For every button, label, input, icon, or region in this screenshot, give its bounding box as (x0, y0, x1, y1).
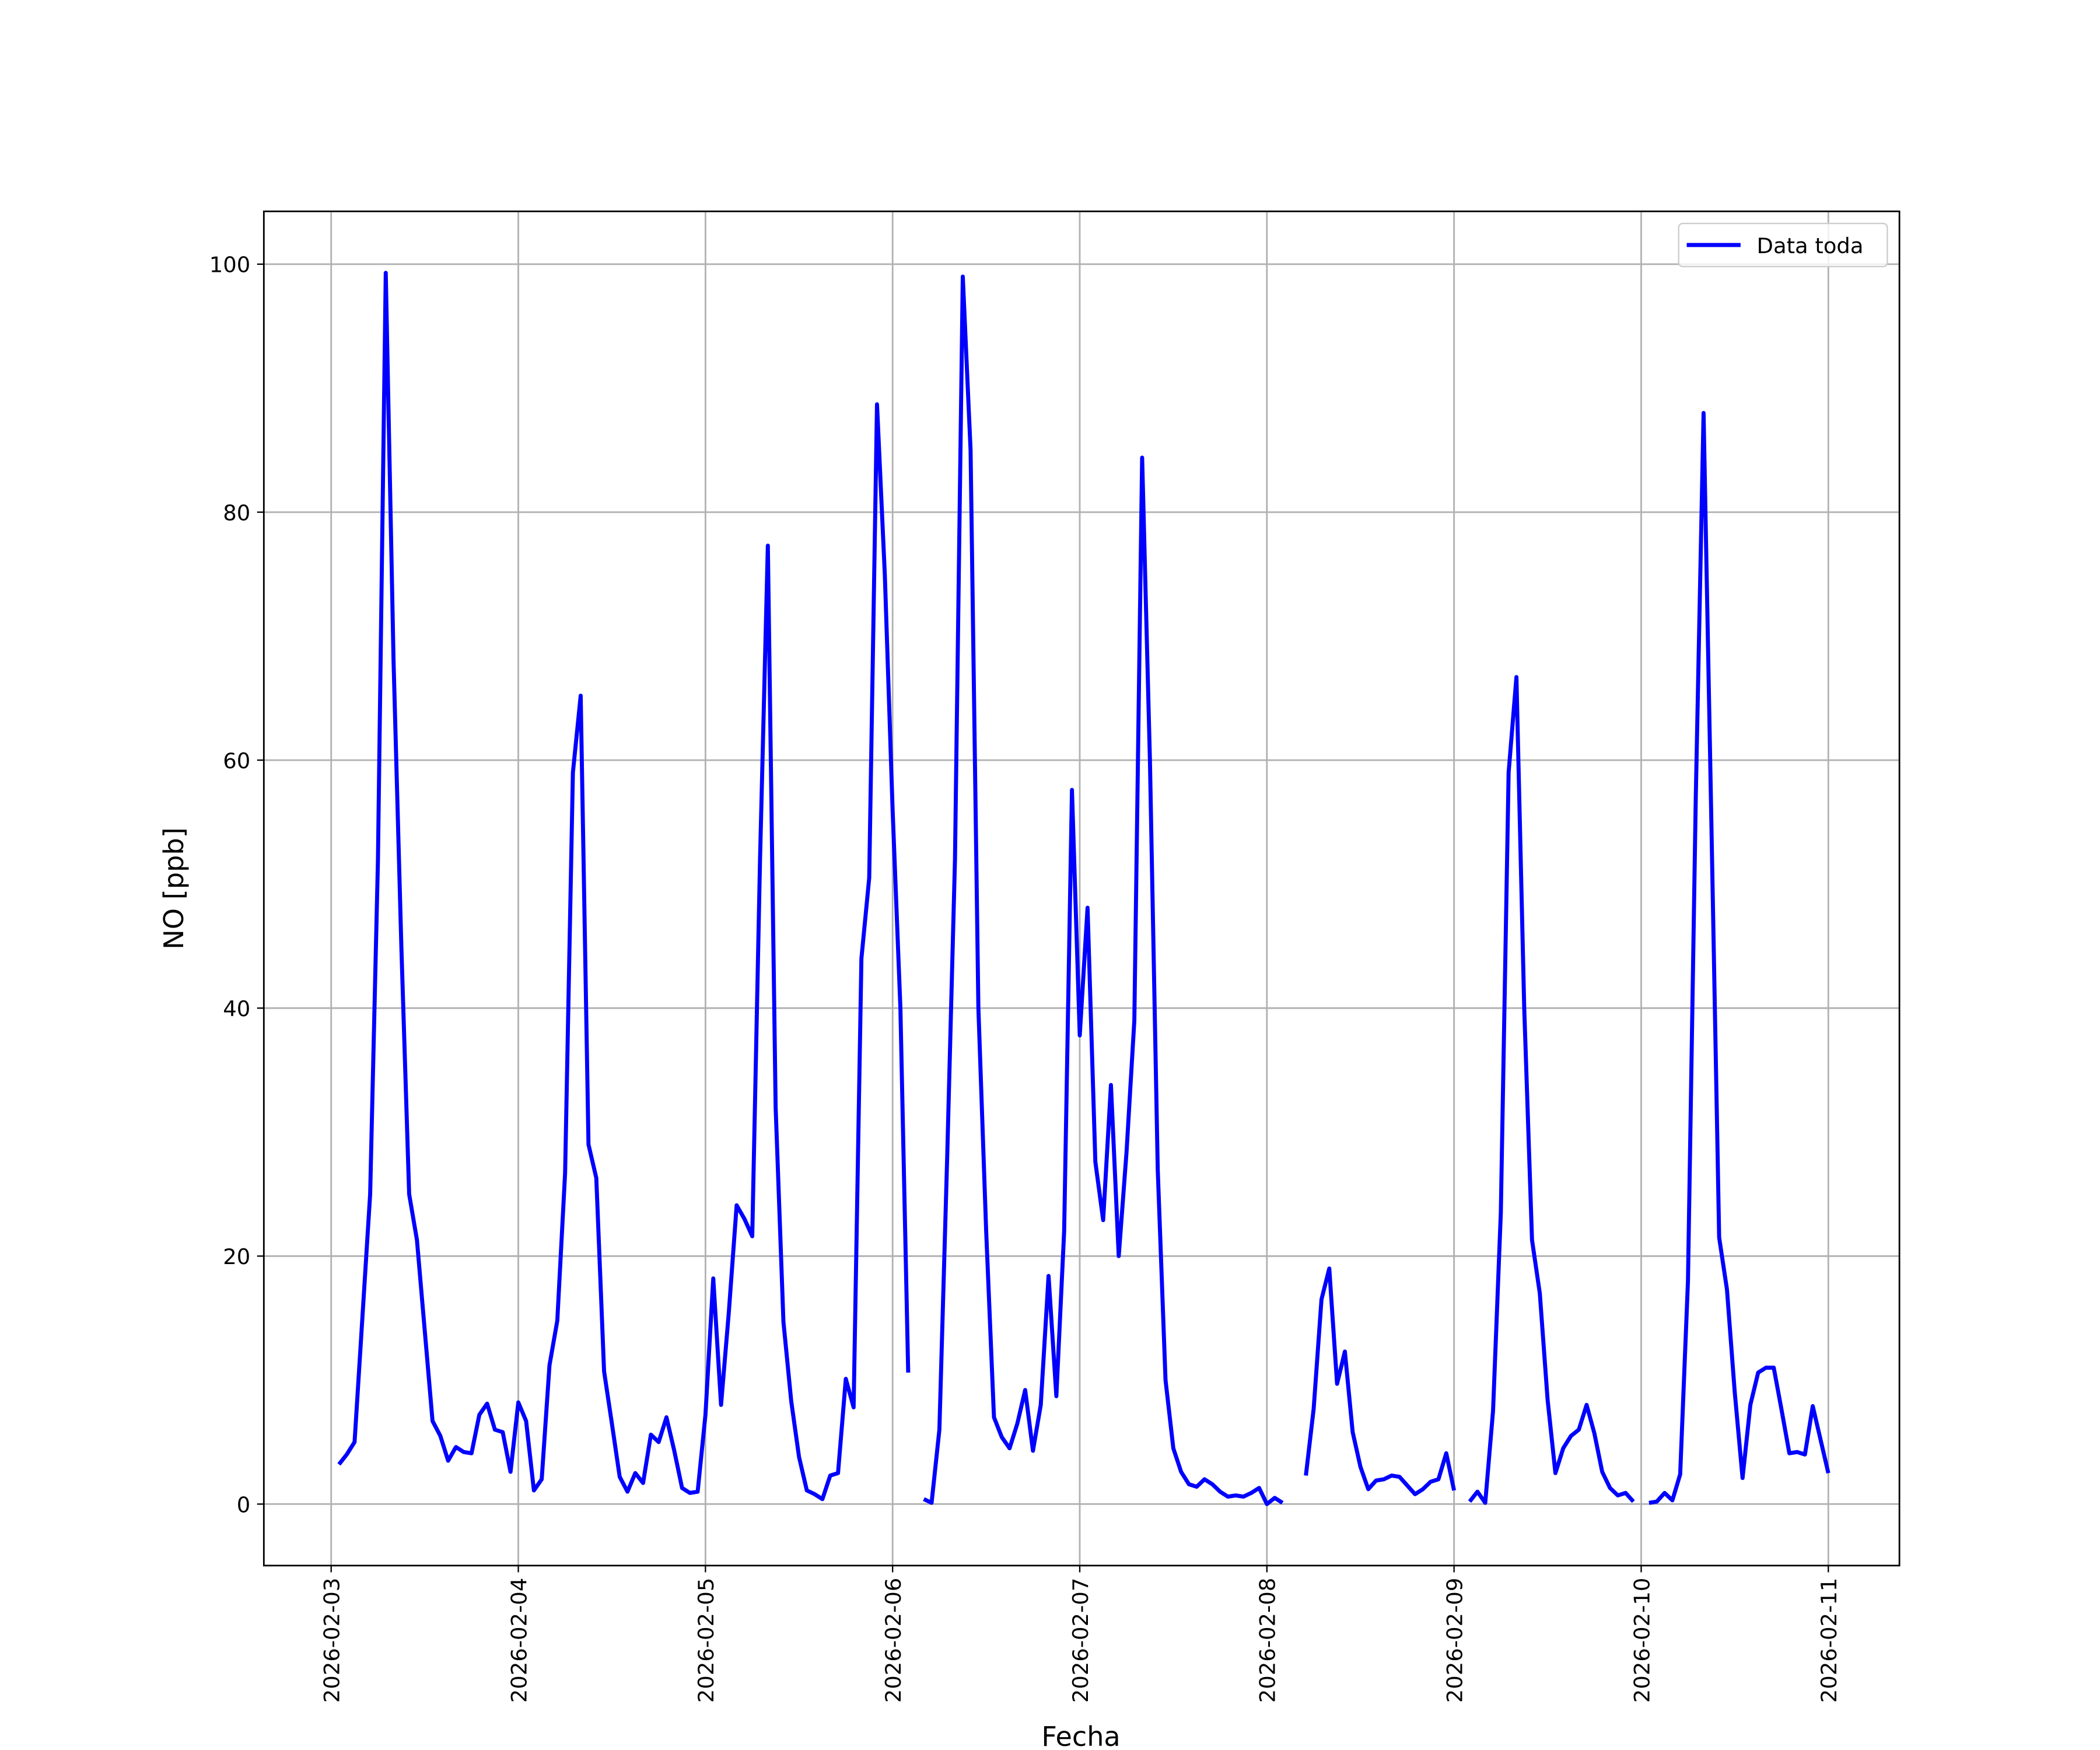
data-line (337, 271, 1831, 1506)
plot-area (264, 211, 1900, 1566)
y-tick-label: 100 (209, 253, 250, 278)
y-tick-label: 60 (223, 748, 250, 774)
y-tick-label: 20 (223, 1244, 250, 1269)
x-tick-label: 2026-02-06 (881, 1578, 906, 1703)
y-tick-label: 0 (237, 1492, 250, 1517)
x-tick-label: 2026-02-05 (694, 1578, 719, 1703)
x-tick-label: 2026-02-08 (1255, 1578, 1280, 1703)
y-axis-label: NO [ppb] (158, 827, 190, 949)
x-tick-label: 2026-02-07 (1068, 1578, 1093, 1703)
x-axis-label: Fecha (1041, 1721, 1120, 1750)
x-tick-label: 2026-02-09 (1442, 1578, 1467, 1703)
y-tick-label: 40 (223, 996, 250, 1021)
legend-box (1678, 222, 1888, 268)
x-tick-label: 2026-02-04 (506, 1578, 531, 1703)
x-tick-label: 2026-02-11 (1817, 1578, 1842, 1703)
axes-frame (262, 210, 1901, 1567)
legend-label: Data toda (1757, 233, 1864, 258)
x-tick-label: 2026-02-10 (1629, 1578, 1654, 1703)
x-tick-label: 2026-02-03 (320, 1578, 345, 1703)
y-tick-label: 80 (223, 501, 250, 526)
